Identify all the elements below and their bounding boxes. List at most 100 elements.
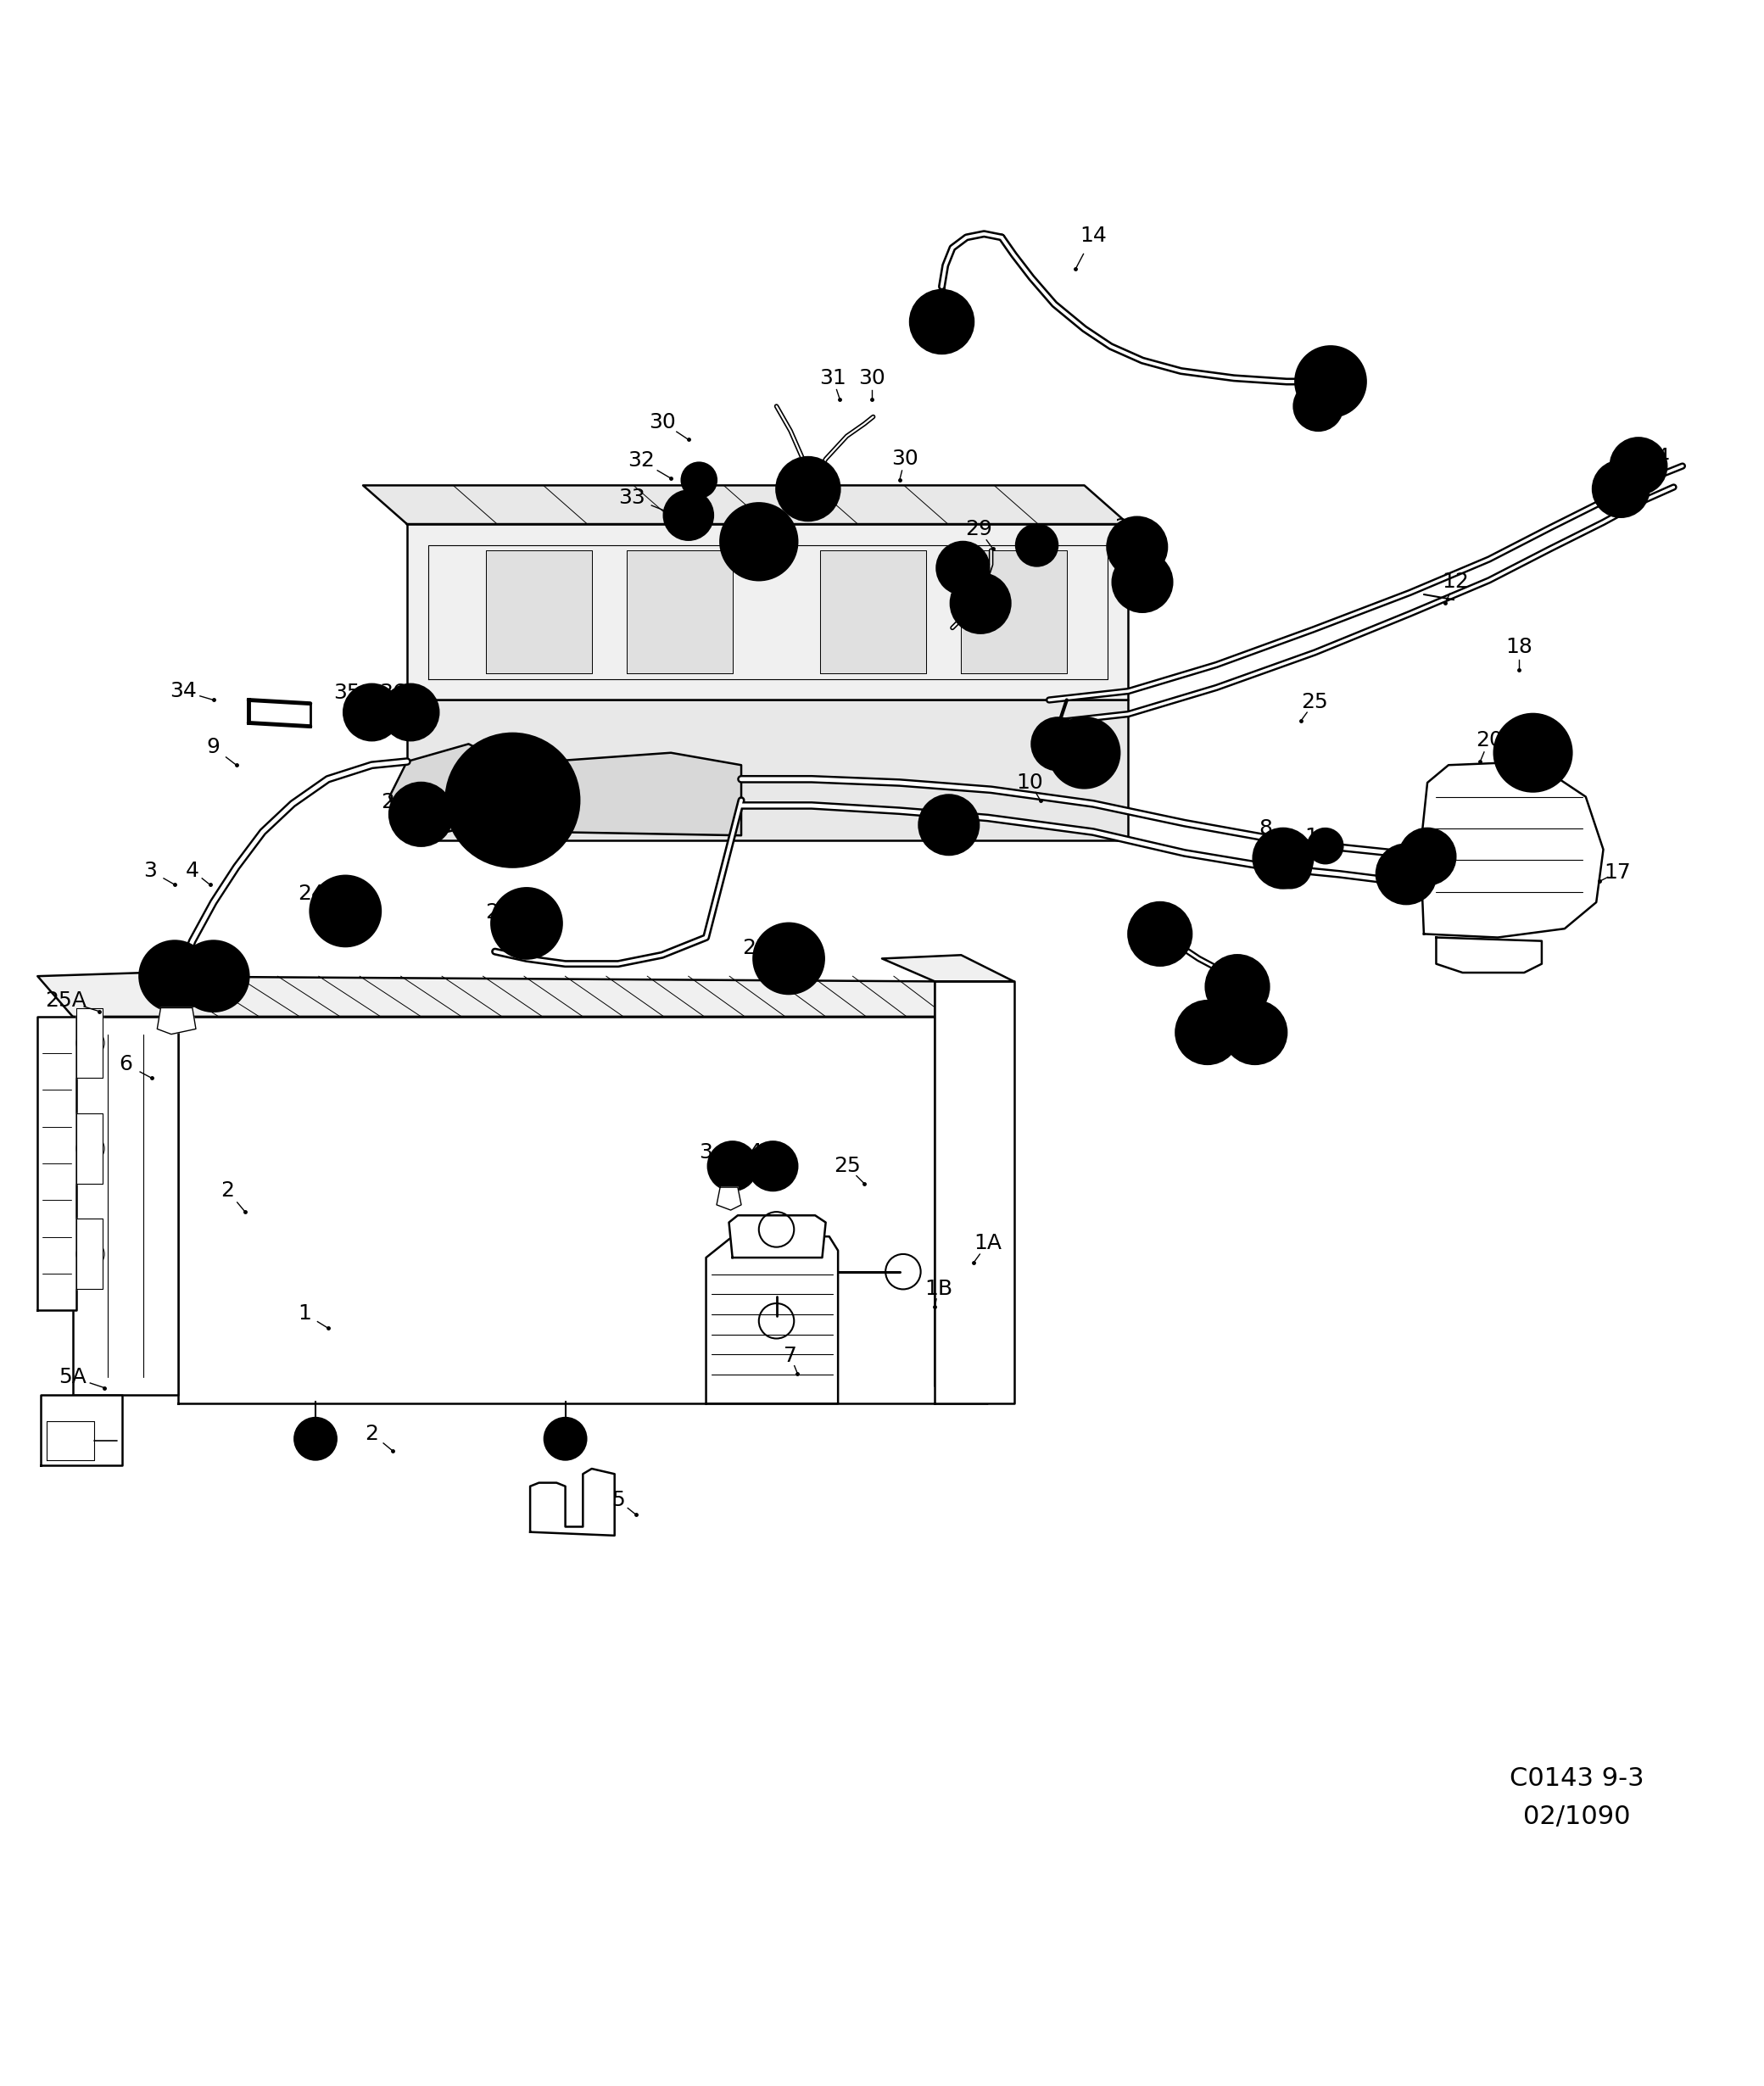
Text: 30: 30 (1129, 557, 1155, 576)
Polygon shape (1420, 761, 1603, 937)
Circle shape (663, 490, 713, 540)
Circle shape (1050, 718, 1120, 789)
Text: 30: 30 (891, 448, 919, 469)
Text: 29: 29 (965, 519, 993, 540)
Text: 6: 6 (118, 1053, 132, 1074)
Polygon shape (113, 976, 988, 1016)
Text: C0143 9-3: C0143 9-3 (1510, 1767, 1644, 1790)
Polygon shape (76, 1218, 102, 1289)
Circle shape (1129, 903, 1192, 966)
Polygon shape (407, 524, 1129, 701)
Polygon shape (820, 551, 926, 674)
Text: 24A: 24A (298, 882, 340, 903)
Text: 4: 4 (748, 1141, 762, 1162)
Text: 12: 12 (1441, 572, 1469, 592)
Text: 2: 2 (220, 1181, 235, 1202)
Polygon shape (178, 1016, 988, 1404)
Circle shape (492, 889, 561, 960)
Text: 5: 5 (612, 1489, 624, 1510)
Text: 30: 30 (857, 367, 886, 388)
Circle shape (1016, 524, 1058, 565)
Polygon shape (407, 701, 1129, 841)
Polygon shape (729, 1216, 826, 1258)
Circle shape (344, 684, 400, 741)
Text: 26: 26 (1037, 730, 1064, 751)
Circle shape (1108, 517, 1168, 578)
Circle shape (910, 290, 974, 353)
Text: 35: 35 (333, 682, 360, 703)
Text: 17: 17 (1603, 862, 1632, 882)
Polygon shape (46, 1421, 93, 1460)
Polygon shape (531, 1469, 614, 1535)
Circle shape (919, 795, 979, 855)
Circle shape (707, 1141, 757, 1191)
Text: 30: 30 (649, 411, 676, 432)
Text: 22: 22 (485, 903, 512, 922)
Polygon shape (706, 1237, 838, 1404)
Circle shape (1611, 438, 1667, 494)
Text: 33: 33 (619, 488, 646, 507)
Polygon shape (76, 1008, 102, 1078)
Polygon shape (626, 551, 732, 674)
Text: 02/1090: 02/1090 (1524, 1804, 1630, 1829)
Circle shape (1222, 1001, 1286, 1064)
Text: 31: 31 (818, 367, 847, 388)
Text: 5A: 5A (58, 1366, 86, 1387)
Circle shape (1032, 718, 1085, 770)
Circle shape (1207, 955, 1268, 1018)
Circle shape (1177, 1001, 1238, 1064)
Polygon shape (157, 1008, 196, 1035)
Polygon shape (390, 745, 487, 841)
Text: 11: 11 (1136, 909, 1162, 930)
Text: 1B: 1B (924, 1279, 953, 1300)
Text: 20: 20 (1115, 517, 1141, 538)
Text: 25: 25 (1302, 693, 1328, 711)
Circle shape (753, 924, 824, 993)
Polygon shape (961, 551, 1067, 674)
Text: 1A: 1A (974, 1233, 1002, 1254)
Text: 27: 27 (381, 793, 407, 811)
Text: 3: 3 (699, 1141, 713, 1162)
Text: 2: 2 (365, 1423, 379, 1444)
Circle shape (748, 1141, 797, 1191)
Circle shape (1307, 828, 1342, 864)
Circle shape (1399, 828, 1455, 884)
Polygon shape (37, 1016, 76, 1310)
Circle shape (383, 684, 439, 741)
Polygon shape (487, 551, 591, 674)
Text: 9: 9 (206, 736, 220, 757)
Circle shape (951, 574, 1011, 634)
Text: 32: 32 (628, 451, 654, 471)
Polygon shape (41, 1396, 122, 1464)
Circle shape (178, 941, 249, 1012)
Circle shape (545, 1418, 586, 1460)
Circle shape (390, 782, 453, 847)
Circle shape (681, 463, 716, 499)
Circle shape (295, 1418, 337, 1460)
Text: 34: 34 (169, 680, 198, 701)
Circle shape (1593, 461, 1649, 517)
Text: 20: 20 (1475, 730, 1503, 751)
Circle shape (1252, 828, 1312, 889)
Text: 25: 25 (833, 1156, 861, 1177)
Text: 21: 21 (1231, 1012, 1258, 1033)
Polygon shape (935, 980, 988, 1404)
Circle shape (1268, 847, 1311, 889)
Polygon shape (72, 1016, 178, 1396)
Text: 25A: 25A (44, 991, 86, 1012)
Circle shape (1293, 382, 1342, 432)
Polygon shape (76, 1114, 102, 1183)
Circle shape (446, 734, 579, 868)
Polygon shape (716, 1187, 741, 1210)
Circle shape (1113, 553, 1173, 611)
Circle shape (1295, 346, 1365, 417)
Text: 14: 14 (1080, 225, 1106, 246)
Circle shape (1376, 845, 1436, 903)
Polygon shape (37, 972, 178, 1016)
Text: 18: 18 (1505, 636, 1533, 657)
Text: 22: 22 (743, 939, 769, 957)
Text: 10: 10 (1016, 772, 1043, 793)
Circle shape (937, 542, 990, 595)
Text: 3: 3 (143, 859, 157, 880)
Polygon shape (935, 980, 1014, 1404)
